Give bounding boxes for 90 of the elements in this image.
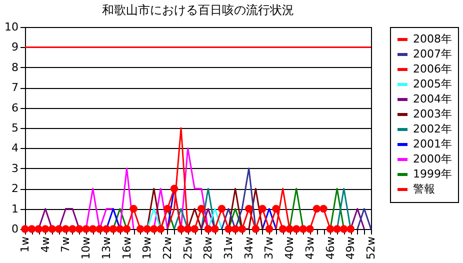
y-tick-label: 4 <box>12 142 18 155</box>
point <box>109 225 118 233</box>
point <box>41 225 50 233</box>
point <box>21 225 29 233</box>
x-tick-label: 1w <box>18 236 32 252</box>
x-tick-label: 34w <box>242 236 256 260</box>
point <box>238 225 246 233</box>
y-tick-label: 10 <box>4 20 18 34</box>
x-tick-label: 37w <box>262 236 276 260</box>
legend-label: 2000年 <box>413 152 452 166</box>
x-tick-label: 43w <box>303 236 316 260</box>
point <box>211 225 219 233</box>
legend-label: 1999年 <box>413 168 452 180</box>
point <box>96 225 104 233</box>
x-tick-label: 46w <box>324 236 337 260</box>
point <box>164 204 172 213</box>
point <box>278 225 287 233</box>
x-tick-label: 19w <box>140 236 154 260</box>
point <box>245 204 253 213</box>
point <box>116 225 124 233</box>
point <box>272 204 280 213</box>
y-tick-label: 9 <box>12 40 18 54</box>
point <box>218 204 226 213</box>
point <box>48 225 56 233</box>
point <box>306 225 314 233</box>
point <box>190 225 198 233</box>
point <box>34 225 42 233</box>
legend-label: 2006年 <box>413 62 452 76</box>
point <box>122 225 131 233</box>
point <box>143 225 151 233</box>
legend-label: 2002年 <box>413 122 452 136</box>
x-tick-label: 40w <box>283 236 296 260</box>
x-tick-label: 28w <box>202 236 215 260</box>
legend-label: 2008年 <box>413 32 452 46</box>
point <box>55 225 63 233</box>
point <box>204 225 212 233</box>
point <box>265 225 274 233</box>
y-tick-label: 2 <box>12 182 18 196</box>
point <box>102 225 110 233</box>
x-tick-label: 7w <box>59 236 72 252</box>
legend-label: 2007年 <box>413 48 452 60</box>
point <box>312 204 321 213</box>
point <box>333 225 341 233</box>
x-tick-label: 13w <box>100 236 113 260</box>
point <box>156 225 165 233</box>
legend-label: 2004年 <box>413 92 452 106</box>
point <box>88 225 97 233</box>
y-tick-label: 3 <box>12 162 18 175</box>
point <box>231 225 240 233</box>
legend-label: 2005年 <box>413 78 452 90</box>
legend-label: 警報 <box>413 182 435 196</box>
point <box>299 225 308 233</box>
point <box>28 225 36 233</box>
x-tick-label: 4w <box>38 236 52 252</box>
chart-title: 和歌山市における百日咳の流行状況 <box>102 3 294 17</box>
x-tick-label: 31w <box>222 236 236 260</box>
legend-label: 2001年 <box>413 138 452 150</box>
point <box>340 225 348 233</box>
x-tick-label: 16w <box>120 236 134 260</box>
y-tick-label: 1 <box>12 202 18 216</box>
point <box>326 225 334 233</box>
point <box>320 204 328 213</box>
y-tick-label: 7 <box>12 81 18 94</box>
y-tick-label: 6 <box>12 101 18 114</box>
x-tick-label: 52w <box>364 236 378 260</box>
point <box>286 225 294 233</box>
point <box>177 225 185 233</box>
point <box>62 225 70 233</box>
point <box>130 204 138 213</box>
y-tick-label: 0 <box>12 222 18 236</box>
point <box>82 225 90 233</box>
point <box>184 225 192 233</box>
y-tick-label: 8 <box>12 60 18 74</box>
point <box>150 225 158 233</box>
point <box>258 204 266 213</box>
point <box>198 204 206 213</box>
x-tick-label: 49w <box>344 236 358 260</box>
x-tick-label: 10w <box>80 236 93 260</box>
point <box>224 225 232 233</box>
y-tick-label: 5 <box>12 122 18 134</box>
point <box>346 225 355 233</box>
x-tick-label: 22w <box>160 236 174 260</box>
point <box>136 225 144 233</box>
point <box>252 225 260 233</box>
legend-label: 2003年 <box>413 108 452 120</box>
point <box>170 184 178 192</box>
x-tick-label: 25w <box>181 236 194 260</box>
point <box>75 225 84 233</box>
point <box>292 225 300 233</box>
point <box>68 225 76 233</box>
